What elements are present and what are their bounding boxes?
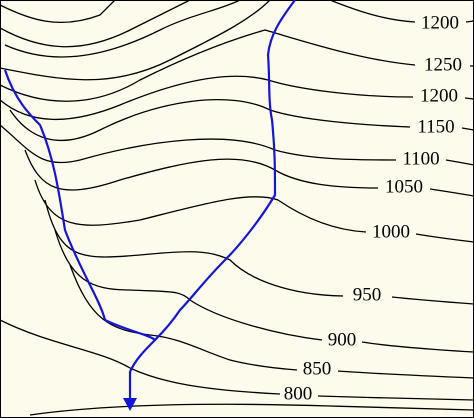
- contour-line: [0, 0, 271, 81]
- contour-label: 1200: [421, 12, 459, 33]
- contour-label: 1200: [420, 85, 458, 106]
- contour-label: 900: [328, 329, 357, 350]
- contour-line: [24, 149, 474, 197]
- stream: [128, 0, 296, 400]
- contour-line: [329, 0, 474, 23]
- contour-line: [0, 0, 116, 24]
- contour-label: 950: [353, 284, 382, 305]
- contour-label: 1000: [372, 221, 410, 242]
- contour-line: [69, 264, 474, 379]
- contour-label: 850: [303, 358, 332, 379]
- contour-line: [4, 0, 241, 58]
- contour-label: 1100: [402, 148, 439, 169]
- contour-line: [29, 403, 474, 416]
- contour-line: [34, 179, 474, 243]
- contour-line: [0, 75, 474, 121]
- contour-line: [0, 29, 474, 102]
- contour-line: [0, 0, 191, 48]
- streams: [3, 0, 296, 411]
- contour-line: [0, 319, 474, 401]
- contour-labels: 1200 1250 1200 1150 1100 1050 1000 950 9…: [284, 12, 462, 404]
- flow-arrow: [123, 398, 137, 411]
- contour-label: 1250: [424, 54, 462, 75]
- contour-label: 800: [284, 383, 313, 404]
- contour-label: 1050: [385, 176, 423, 197]
- stream: [3, 69, 156, 341]
- contour-label: 1150: [417, 116, 454, 137]
- contour-line: [54, 229, 474, 353]
- contour-line: [9, 98, 474, 142]
